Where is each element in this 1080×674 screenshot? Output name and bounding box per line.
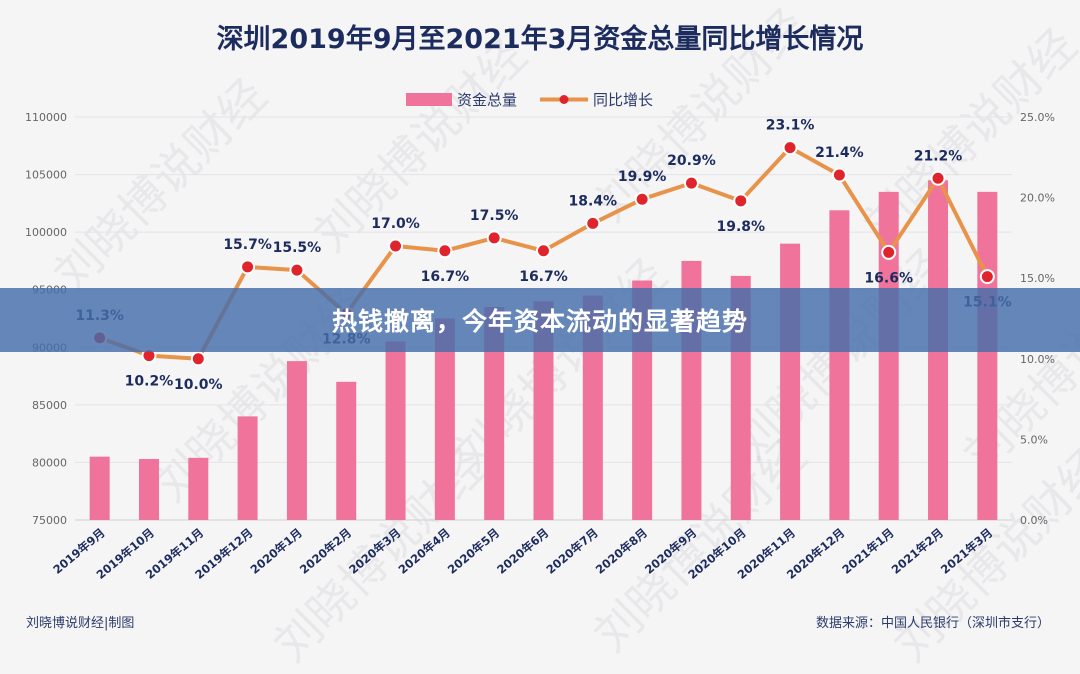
bar (878, 191, 899, 521)
legend: 资金总量 同比增长 (406, 91, 653, 109)
bar (188, 457, 209, 520)
line-point (733, 193, 749, 209)
line-point (585, 215, 601, 231)
y-left-tick-label: 75000 (32, 514, 67, 527)
bar (138, 458, 159, 520)
chart: 深圳2019年9月至2021年3月资金总量同比增长情况 75000 80000 85… (25, 23, 1055, 582)
bar (286, 361, 307, 520)
line-point (240, 259, 256, 275)
line-point (979, 269, 995, 285)
x-tick-label: 2021年1月 (839, 526, 896, 577)
y-right-tick-label: 0.0% (1020, 514, 1048, 527)
line-point (782, 140, 798, 156)
footer-source: 数据来源：中国人民银行（深圳市支行） (815, 616, 1050, 631)
legend-bar-swatch (406, 93, 452, 106)
line-point (881, 244, 897, 260)
line-point (536, 243, 551, 259)
line-point (437, 243, 453, 259)
line-point (388, 238, 404, 254)
legend-line-marker (559, 95, 569, 104)
line-point (634, 191, 650, 207)
footer-credit: 刘晓博说财经|制图 (26, 616, 135, 631)
line-data-label: 10.2% (125, 374, 174, 390)
line-data-label: 16.7% (519, 269, 568, 285)
legend-line-label: 同比增长 (593, 91, 653, 109)
line-point (831, 167, 847, 183)
bar (237, 416, 258, 520)
x-tick-label: 2020年1月 (248, 526, 305, 577)
line-data-label: 16.7% (421, 269, 470, 285)
x-tick-label: 2020年5月 (445, 526, 502, 577)
line-point (289, 262, 305, 278)
bar (533, 301, 554, 520)
line-data-label: 23.1% (766, 118, 815, 134)
y-left-tick-label: 100000 (25, 226, 67, 239)
y-left-tick-label: 80000 (32, 456, 67, 469)
line-data-label: 15.7% (223, 237, 272, 253)
y-left-tick-label: 85000 (32, 399, 67, 412)
x-tick-label: 2020年2月 (297, 526, 354, 577)
x-tick-label: 2020年7月 (543, 526, 600, 577)
x-tick-label: 2020年6月 (494, 526, 551, 577)
line-point (190, 351, 206, 367)
bar (829, 210, 850, 520)
y-right-tick-label: 20.0% (1020, 192, 1055, 205)
x-tick-label: 2021年3月 (938, 526, 995, 577)
y-right-tick-label: 10.0% (1020, 353, 1055, 366)
chart-title: 深圳2019年9月至2021年3月资金总量同比增长情况 (217, 23, 864, 55)
legend-bar-label: 资金总量 (457, 91, 517, 109)
line-point (486, 230, 502, 246)
line-data-label: 17.5% (470, 208, 519, 224)
bar (780, 243, 801, 520)
line-point (930, 170, 946, 186)
y-left-tick-label: 110000 (25, 111, 67, 124)
x-tick-label: 2020年8月 (593, 526, 650, 577)
x-tick-label: 2021年2月 (889, 526, 946, 577)
line-data-label: 19.8% (716, 219, 765, 235)
line-data-label: 16.6% (864, 270, 913, 286)
line-data-label: 10.0% (174, 377, 223, 393)
line-data-label: 21.2% (914, 148, 963, 164)
bar (336, 381, 357, 520)
bar (434, 318, 455, 520)
y-right-tick-label: 15.0% (1020, 272, 1055, 285)
headline-banner: 热钱撤离，今年资本流动的显著趋势 (0, 288, 1080, 352)
x-tick-label: 2020年4月 (396, 526, 453, 577)
line-data-label: 19.9% (618, 169, 667, 185)
bar (484, 306, 505, 520)
line-point (683, 175, 699, 191)
line-data-label: 17.0% (371, 216, 420, 232)
y-left-tick-label: 105000 (25, 169, 67, 182)
line-data-label: 18.4% (569, 193, 618, 209)
bar (977, 191, 998, 521)
line-data-label: 20.9% (667, 153, 716, 169)
x-tick-label: 2020年3月 (346, 526, 403, 577)
line-data-label: 15.5% (273, 240, 322, 256)
line-data-label: 21.4% (815, 145, 864, 161)
y-right-tick-label: 5.0% (1020, 433, 1048, 446)
bar (385, 341, 406, 520)
headline-text: 热钱撤离，今年资本流动的显著趋势 (331, 307, 748, 336)
bar (89, 456, 110, 520)
y-right-tick-label: 25.0% (1020, 111, 1055, 124)
